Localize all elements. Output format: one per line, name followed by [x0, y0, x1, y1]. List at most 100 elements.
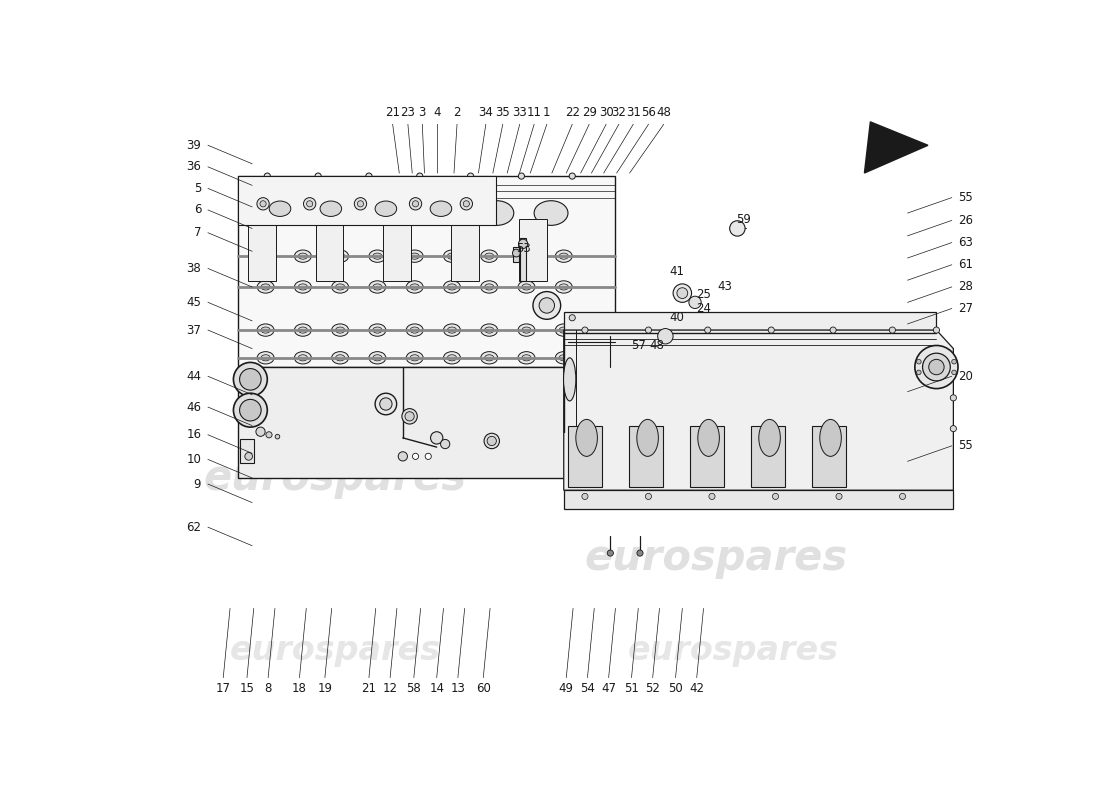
Circle shape — [952, 370, 956, 374]
Text: 63: 63 — [958, 236, 974, 249]
Circle shape — [539, 298, 554, 313]
Circle shape — [676, 288, 688, 298]
Text: 23: 23 — [400, 106, 416, 119]
Ellipse shape — [426, 201, 460, 226]
Ellipse shape — [443, 281, 461, 293]
Ellipse shape — [759, 419, 780, 456]
Circle shape — [412, 454, 419, 459]
Circle shape — [582, 327, 588, 333]
Ellipse shape — [518, 352, 535, 364]
Text: 8: 8 — [264, 682, 272, 695]
Ellipse shape — [257, 352, 274, 364]
Ellipse shape — [372, 201, 406, 226]
Ellipse shape — [563, 358, 575, 401]
Circle shape — [923, 353, 950, 381]
Circle shape — [518, 173, 525, 179]
Text: 3: 3 — [419, 106, 426, 119]
Text: 14: 14 — [429, 682, 444, 695]
Ellipse shape — [430, 201, 452, 217]
Ellipse shape — [332, 352, 349, 364]
Ellipse shape — [410, 284, 419, 290]
Ellipse shape — [298, 284, 308, 290]
Text: 39: 39 — [186, 138, 201, 152]
Text: 34: 34 — [478, 106, 493, 119]
Ellipse shape — [263, 201, 297, 226]
Ellipse shape — [295, 324, 311, 336]
Ellipse shape — [295, 352, 311, 364]
Bar — [519, 238, 526, 281]
Circle shape — [233, 362, 267, 396]
Ellipse shape — [332, 281, 349, 293]
Ellipse shape — [559, 253, 569, 259]
Text: 32: 32 — [612, 106, 626, 119]
Text: 55: 55 — [958, 439, 974, 452]
Ellipse shape — [368, 324, 386, 336]
Ellipse shape — [518, 324, 535, 336]
Ellipse shape — [443, 324, 461, 336]
Bar — [751, 426, 784, 487]
Text: 33: 33 — [513, 106, 527, 119]
Circle shape — [513, 250, 520, 257]
Ellipse shape — [332, 324, 349, 336]
Ellipse shape — [373, 327, 382, 333]
Ellipse shape — [485, 327, 494, 333]
Ellipse shape — [406, 324, 424, 336]
Circle shape — [354, 198, 366, 210]
Ellipse shape — [448, 253, 456, 259]
Ellipse shape — [521, 327, 531, 333]
Text: 50: 50 — [668, 682, 683, 695]
Text: 47: 47 — [601, 682, 616, 695]
Ellipse shape — [559, 327, 569, 333]
Polygon shape — [238, 176, 496, 226]
Text: 9: 9 — [194, 478, 201, 490]
Ellipse shape — [556, 352, 572, 364]
Text: 26: 26 — [958, 214, 974, 227]
Ellipse shape — [373, 284, 382, 290]
Text: 13: 13 — [450, 682, 465, 695]
Text: 24: 24 — [696, 302, 711, 315]
Text: 52: 52 — [646, 682, 660, 695]
Ellipse shape — [480, 201, 514, 226]
Bar — [451, 219, 478, 281]
Circle shape — [916, 370, 921, 374]
Text: 36: 36 — [186, 160, 201, 174]
Circle shape — [245, 453, 253, 460]
Circle shape — [358, 201, 363, 207]
Text: 44: 44 — [186, 370, 201, 382]
Circle shape — [933, 327, 939, 333]
Ellipse shape — [481, 250, 497, 262]
Circle shape — [409, 198, 421, 210]
Ellipse shape — [448, 284, 456, 290]
Ellipse shape — [375, 201, 397, 217]
Text: 15: 15 — [240, 682, 254, 695]
Circle shape — [315, 173, 321, 179]
Text: 35: 35 — [495, 106, 510, 119]
Ellipse shape — [406, 250, 424, 262]
Text: 42: 42 — [690, 682, 704, 695]
Ellipse shape — [556, 250, 572, 262]
Polygon shape — [563, 490, 954, 509]
Ellipse shape — [481, 352, 497, 364]
Circle shape — [257, 198, 270, 210]
Circle shape — [646, 494, 651, 499]
Circle shape — [240, 399, 261, 421]
Circle shape — [708, 494, 715, 499]
Text: 25: 25 — [696, 288, 711, 301]
Circle shape — [916, 359, 921, 364]
Ellipse shape — [521, 354, 531, 361]
Text: 51: 51 — [624, 682, 639, 695]
Circle shape — [607, 550, 614, 556]
Circle shape — [398, 452, 407, 461]
Circle shape — [375, 394, 397, 414]
Ellipse shape — [295, 281, 311, 293]
Ellipse shape — [336, 327, 344, 333]
Ellipse shape — [485, 253, 494, 259]
Circle shape — [440, 439, 450, 449]
Ellipse shape — [317, 201, 351, 226]
Ellipse shape — [410, 354, 419, 361]
Circle shape — [569, 314, 575, 321]
Circle shape — [889, 327, 895, 333]
Circle shape — [952, 359, 956, 364]
Ellipse shape — [368, 352, 386, 364]
Circle shape — [468, 173, 474, 179]
